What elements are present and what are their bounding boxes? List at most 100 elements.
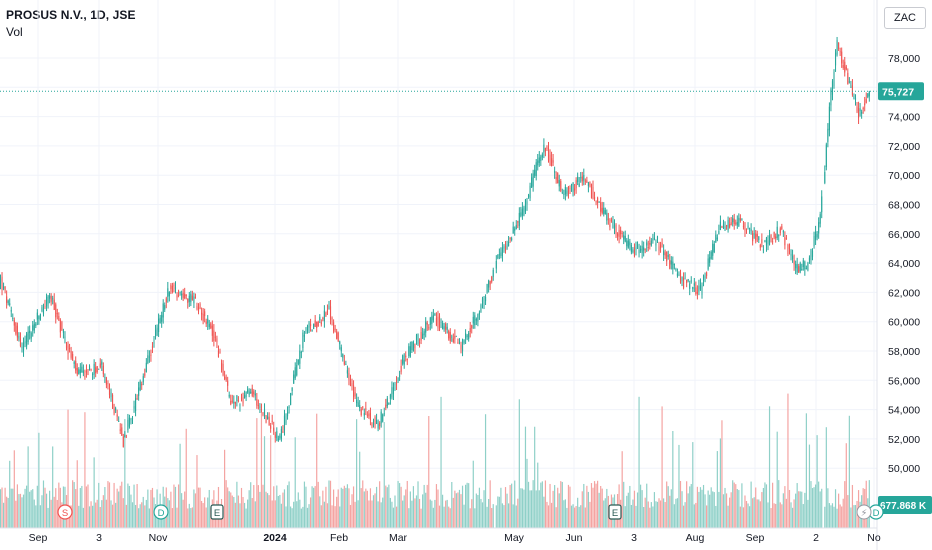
volume-bar <box>78 505 80 528</box>
volume-bar <box>85 486 88 528</box>
candle-body <box>521 208 523 216</box>
candle-body <box>256 398 258 406</box>
candle-body <box>850 86 852 88</box>
candle-body <box>745 229 748 230</box>
volume-bar <box>480 498 482 528</box>
volume-legend[interactable]: Vol <box>6 25 23 39</box>
candle-body <box>543 144 545 153</box>
candle-body <box>331 318 333 320</box>
volume-bar <box>603 500 605 528</box>
candle-body <box>259 406 261 408</box>
volume-bar <box>434 499 436 528</box>
candle-body <box>302 332 304 349</box>
volume-bar <box>190 508 192 528</box>
volume-bar <box>753 497 755 528</box>
volume-bar <box>549 483 551 528</box>
candle-body <box>517 221 519 223</box>
candle-body <box>784 237 786 246</box>
candle-body <box>629 241 631 246</box>
candle-body <box>626 240 628 247</box>
volume-bar <box>752 498 754 528</box>
candle-body <box>139 381 141 391</box>
candle-body <box>385 404 387 409</box>
volume-bar <box>194 493 197 528</box>
volume-bar <box>793 499 795 528</box>
volume-bar <box>466 482 468 528</box>
volume-bar <box>56 499 58 528</box>
candle-body <box>165 298 167 303</box>
volume-bar <box>334 506 336 528</box>
candle-body <box>397 378 399 382</box>
candle-body <box>9 303 11 306</box>
volume-bar <box>567 484 570 528</box>
currency-button[interactable]: ZAC <box>884 7 926 29</box>
volume-bar <box>672 430 674 528</box>
volume-bar <box>199 487 201 528</box>
volume-bar <box>179 443 181 528</box>
volume-bar <box>761 492 763 528</box>
volume-bar <box>486 506 488 528</box>
volume-bar <box>314 486 316 528</box>
volume-bar <box>116 488 118 528</box>
candle-body <box>239 404 241 406</box>
candle-body <box>319 316 321 321</box>
volume-bar <box>451 481 453 528</box>
candle-body <box>173 285 175 287</box>
candle-body <box>601 207 603 214</box>
volume-bar <box>715 505 717 528</box>
candle-body <box>271 420 273 422</box>
volume-bar <box>423 484 425 528</box>
volume-bar <box>606 488 608 528</box>
candle-body <box>18 335 20 339</box>
candle-body <box>759 244 761 248</box>
volume-bar <box>193 489 195 528</box>
volume-bar <box>87 484 89 528</box>
candle-body <box>342 354 344 358</box>
volume-bar <box>256 418 258 528</box>
volume-bar <box>626 495 628 528</box>
candle-body <box>669 259 671 269</box>
candle-body <box>781 226 783 230</box>
candle-body <box>538 157 540 163</box>
candle-body <box>325 312 327 317</box>
candle-body <box>778 235 780 237</box>
volume-bar <box>4 487 6 528</box>
volume-bar <box>138 508 140 528</box>
candle-body <box>121 427 123 436</box>
volume-bar <box>171 508 174 528</box>
volume-bar <box>802 504 804 528</box>
last-price-tag <box>878 82 924 101</box>
volume-bar <box>698 491 700 528</box>
candle-body <box>185 294 187 296</box>
candle-body <box>377 423 379 429</box>
volume-bar <box>584 507 586 528</box>
candle-body <box>16 325 18 338</box>
candle-body <box>604 210 606 214</box>
volume-bar <box>53 496 55 528</box>
time-tick-label: Sep <box>746 532 765 544</box>
candle-body <box>790 253 792 256</box>
volume-bar <box>787 393 789 528</box>
candle-body <box>670 260 672 265</box>
volume-bar <box>719 438 722 528</box>
volume-bar <box>838 493 840 528</box>
volume-bar <box>392 507 395 528</box>
volume-bar <box>124 419 126 528</box>
candle-body <box>316 321 318 329</box>
volume-bar <box>621 451 623 528</box>
volume-bar <box>821 488 823 528</box>
volume-bar <box>101 500 103 528</box>
volume-bar <box>144 505 146 528</box>
candle-body <box>204 311 206 317</box>
volume-bar <box>722 494 725 528</box>
volume-bar <box>795 493 797 528</box>
candle-body <box>593 197 596 200</box>
volume-bar <box>686 481 688 528</box>
candle-body <box>726 224 728 227</box>
candle-body <box>44 306 46 308</box>
price-tick-label: 60,000 <box>888 317 920 329</box>
candle-body <box>286 412 289 417</box>
candle-body <box>305 331 307 333</box>
volume-bar <box>627 492 629 528</box>
